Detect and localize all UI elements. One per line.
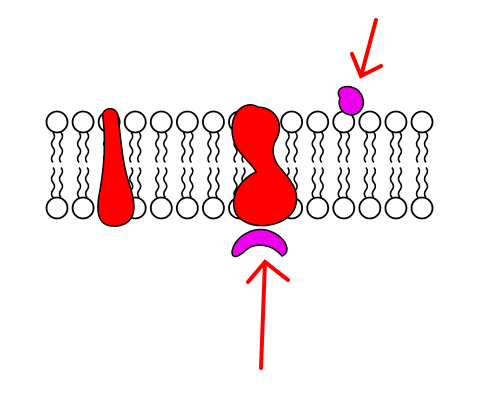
lipid-tail [76, 132, 82, 163]
lipid-tail [371, 132, 377, 163]
lipid-tail [128, 132, 134, 163]
lipid-head [280, 110, 304, 134]
lipid-tail [415, 132, 421, 163]
lipid-tail [181, 167, 186, 198]
lipid-tail [215, 132, 220, 163]
lipid-head [149, 196, 173, 220]
integral-protein-right [231, 104, 298, 227]
lipid-head [358, 110, 382, 134]
lipid-tail [337, 167, 343, 198]
lipid-head [384, 110, 408, 134]
lipid-head [306, 196, 330, 220]
lipid-head [175, 110, 199, 134]
lipid-tail [345, 167, 351, 198]
lipid-tail [207, 167, 212, 198]
lipid-tail [397, 167, 403, 198]
lipid-head [410, 196, 434, 220]
lipid-tail [423, 167, 429, 198]
lipid-tail [76, 167, 82, 198]
lipid-tail [363, 132, 369, 163]
lipid-tail [189, 167, 194, 198]
lipid-head [202, 110, 225, 134]
lipid-tail [345, 132, 351, 163]
lipid-tail [371, 167, 377, 198]
lipid-head [71, 196, 95, 220]
lipid-tail [162, 132, 168, 163]
lipid-tail [154, 132, 160, 163]
peripheral-protein-bottom [231, 228, 288, 258]
lipid-tail [50, 132, 56, 163]
arrow-pointing-to-top-peripheral-protein [350, 18, 383, 79]
lipid-tail [311, 167, 317, 198]
lipid-tail [136, 167, 142, 198]
lipid-tail [181, 132, 186, 163]
lipid-head [123, 110, 147, 134]
lipid-tail [311, 132, 317, 163]
lipid-tail [397, 132, 403, 163]
lipid-head [332, 196, 356, 220]
lipid-head [410, 110, 434, 134]
peripheral-protein-top [337, 85, 365, 116]
lipid-tail [319, 132, 325, 163]
lipid-tail [363, 167, 369, 198]
lipid-tail [207, 132, 212, 163]
lipid-tail [319, 167, 325, 198]
lipid-tail [215, 167, 220, 198]
lipid-tail [162, 167, 168, 198]
lipid-tail [136, 132, 142, 163]
lipid-head [71, 110, 95, 134]
integral-protein-left [97, 107, 135, 227]
lipid-head [358, 196, 382, 220]
lipid-tail [233, 167, 238, 198]
lipid-head [202, 196, 225, 220]
lipid-tail [415, 167, 421, 198]
lipid-tail [50, 167, 56, 198]
lipid-head [306, 110, 330, 134]
lipid-tail [293, 132, 298, 163]
lipid-tail [154, 167, 160, 198]
lipid-tail [58, 132, 64, 163]
lipid-tail [389, 132, 395, 163]
lipid-head [149, 110, 173, 134]
lipid-head [384, 196, 408, 220]
lipid-tail [84, 167, 90, 198]
arrow-pointing-to-bottom-peripheral-protein [246, 259, 290, 370]
lipid-tail [337, 132, 343, 163]
lipid-tail [285, 132, 290, 163]
lipid-head [175, 196, 199, 220]
lipid-tail [189, 132, 194, 163]
lipid-tail [58, 167, 64, 198]
lipid-tail [389, 167, 395, 198]
lipid-head [45, 196, 69, 220]
lipid-tail [423, 132, 429, 163]
lipid-tail [84, 132, 90, 163]
lipid-head [45, 110, 69, 134]
